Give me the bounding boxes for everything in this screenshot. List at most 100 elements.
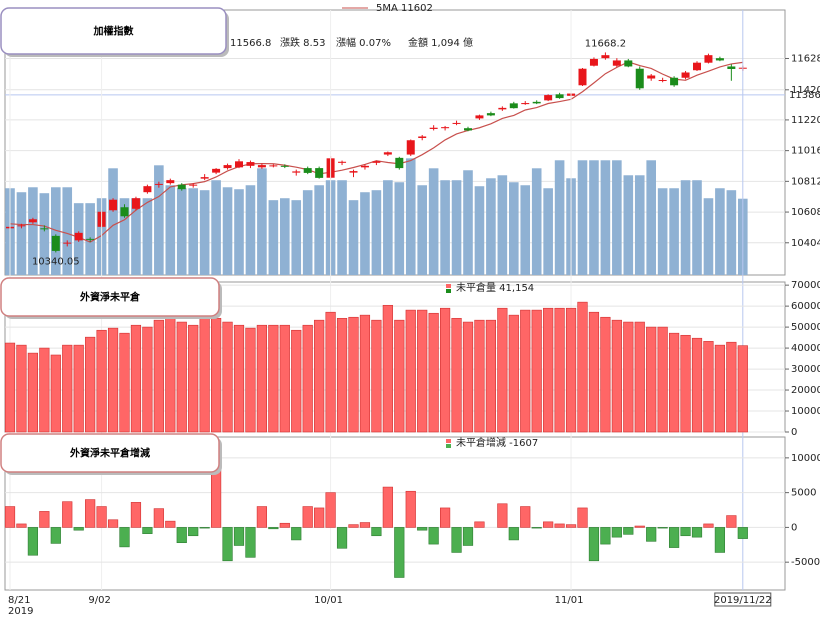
candle-body — [647, 75, 656, 79]
bar — [405, 309, 416, 433]
volume-bar — [600, 160, 611, 275]
bar — [62, 344, 73, 433]
bar — [428, 312, 439, 433]
bar — [668, 332, 680, 433]
bar — [680, 334, 691, 433]
bar — [336, 527, 348, 549]
volume-bar — [142, 198, 153, 275]
legend-swatch — [446, 284, 451, 288]
panel-title: 外資淨未平倉增減 — [69, 447, 150, 460]
volume-bar — [669, 188, 679, 275]
bar — [199, 314, 210, 433]
volume-bar — [39, 193, 50, 275]
volume-bar — [165, 185, 176, 275]
y-tick-label: -5000 — [791, 557, 820, 568]
candle-body — [143, 186, 152, 193]
volume-bar — [726, 190, 737, 275]
candle-body — [131, 198, 140, 209]
candle-body — [670, 77, 679, 86]
candle-body — [28, 219, 37, 223]
candle-body — [280, 165, 289, 167]
volume-bar — [634, 175, 645, 275]
bar — [188, 527, 199, 537]
candle-body — [704, 55, 713, 63]
bar — [382, 486, 393, 528]
volume-bar — [188, 188, 198, 275]
volume-bar — [394, 182, 405, 275]
header-close: 11566.8 — [230, 38, 271, 49]
bar — [600, 527, 611, 545]
bar — [691, 527, 703, 538]
volume-bar — [520, 185, 531, 275]
candle-body — [349, 171, 358, 173]
bar — [211, 317, 222, 433]
bar — [634, 525, 645, 528]
x-tick-label: 2019/11/22 — [714, 595, 772, 606]
candle-body — [177, 184, 186, 190]
y-tick-label: 30000 — [791, 364, 820, 375]
candle-body — [383, 152, 392, 155]
bar — [27, 527, 39, 556]
candle-body — [406, 140, 415, 155]
candle-body — [17, 225, 26, 227]
candle-body — [120, 207, 129, 217]
bar — [4, 342, 16, 433]
legend-swatch — [446, 289, 451, 293]
y-tick-label: 5000 — [791, 488, 816, 499]
legend-label: 未平倉量 41,154 — [456, 281, 534, 294]
bar — [199, 527, 210, 529]
bar — [565, 307, 577, 433]
x-tick-label: 8/21 — [8, 595, 30, 606]
bar — [554, 523, 565, 528]
volume-bar — [554, 160, 565, 275]
volume-bar — [612, 160, 622, 275]
volume-bar — [509, 182, 519, 275]
bar — [130, 502, 142, 528]
candle-body — [63, 242, 72, 244]
bar — [85, 499, 96, 528]
bar — [371, 527, 382, 537]
bar — [691, 337, 703, 433]
candle-body — [727, 66, 736, 69]
bar — [520, 309, 531, 433]
legend-swatch — [446, 444, 451, 448]
candle-body — [51, 235, 60, 251]
bar — [382, 304, 393, 433]
candle-body — [681, 72, 690, 78]
candle-body — [315, 168, 324, 178]
candle-body — [429, 127, 438, 129]
volume-bar — [131, 198, 141, 275]
y-tick-label: 60000 — [791, 301, 820, 312]
y-tick-label: 40000 — [791, 343, 820, 354]
candle-body — [601, 55, 610, 59]
candle-body — [303, 168, 312, 173]
volume-bar — [680, 180, 691, 275]
bar — [256, 506, 268, 528]
bar — [680, 527, 691, 537]
bar — [726, 515, 737, 528]
header-change: 漲跌 8.53 — [280, 36, 325, 49]
volume-bar — [291, 200, 302, 275]
bar — [176, 321, 187, 433]
bar — [50, 354, 61, 433]
bar — [634, 321, 645, 433]
bar — [623, 321, 634, 433]
bar — [256, 324, 268, 433]
volume-bar — [62, 187, 73, 275]
bar — [176, 527, 187, 544]
bar — [646, 326, 657, 433]
candle-body — [578, 68, 587, 86]
volume-bar — [715, 188, 725, 275]
y-tick-label: 20000 — [791, 385, 820, 396]
candle-body — [360, 165, 369, 168]
volume-bar — [428, 168, 439, 275]
volume-bar — [692, 180, 702, 275]
annotation: 10340.05 — [32, 256, 80, 267]
bar — [577, 507, 588, 528]
bar — [657, 326, 668, 433]
bar — [588, 311, 600, 433]
bar — [703, 523, 714, 528]
volume-bar — [51, 187, 61, 275]
